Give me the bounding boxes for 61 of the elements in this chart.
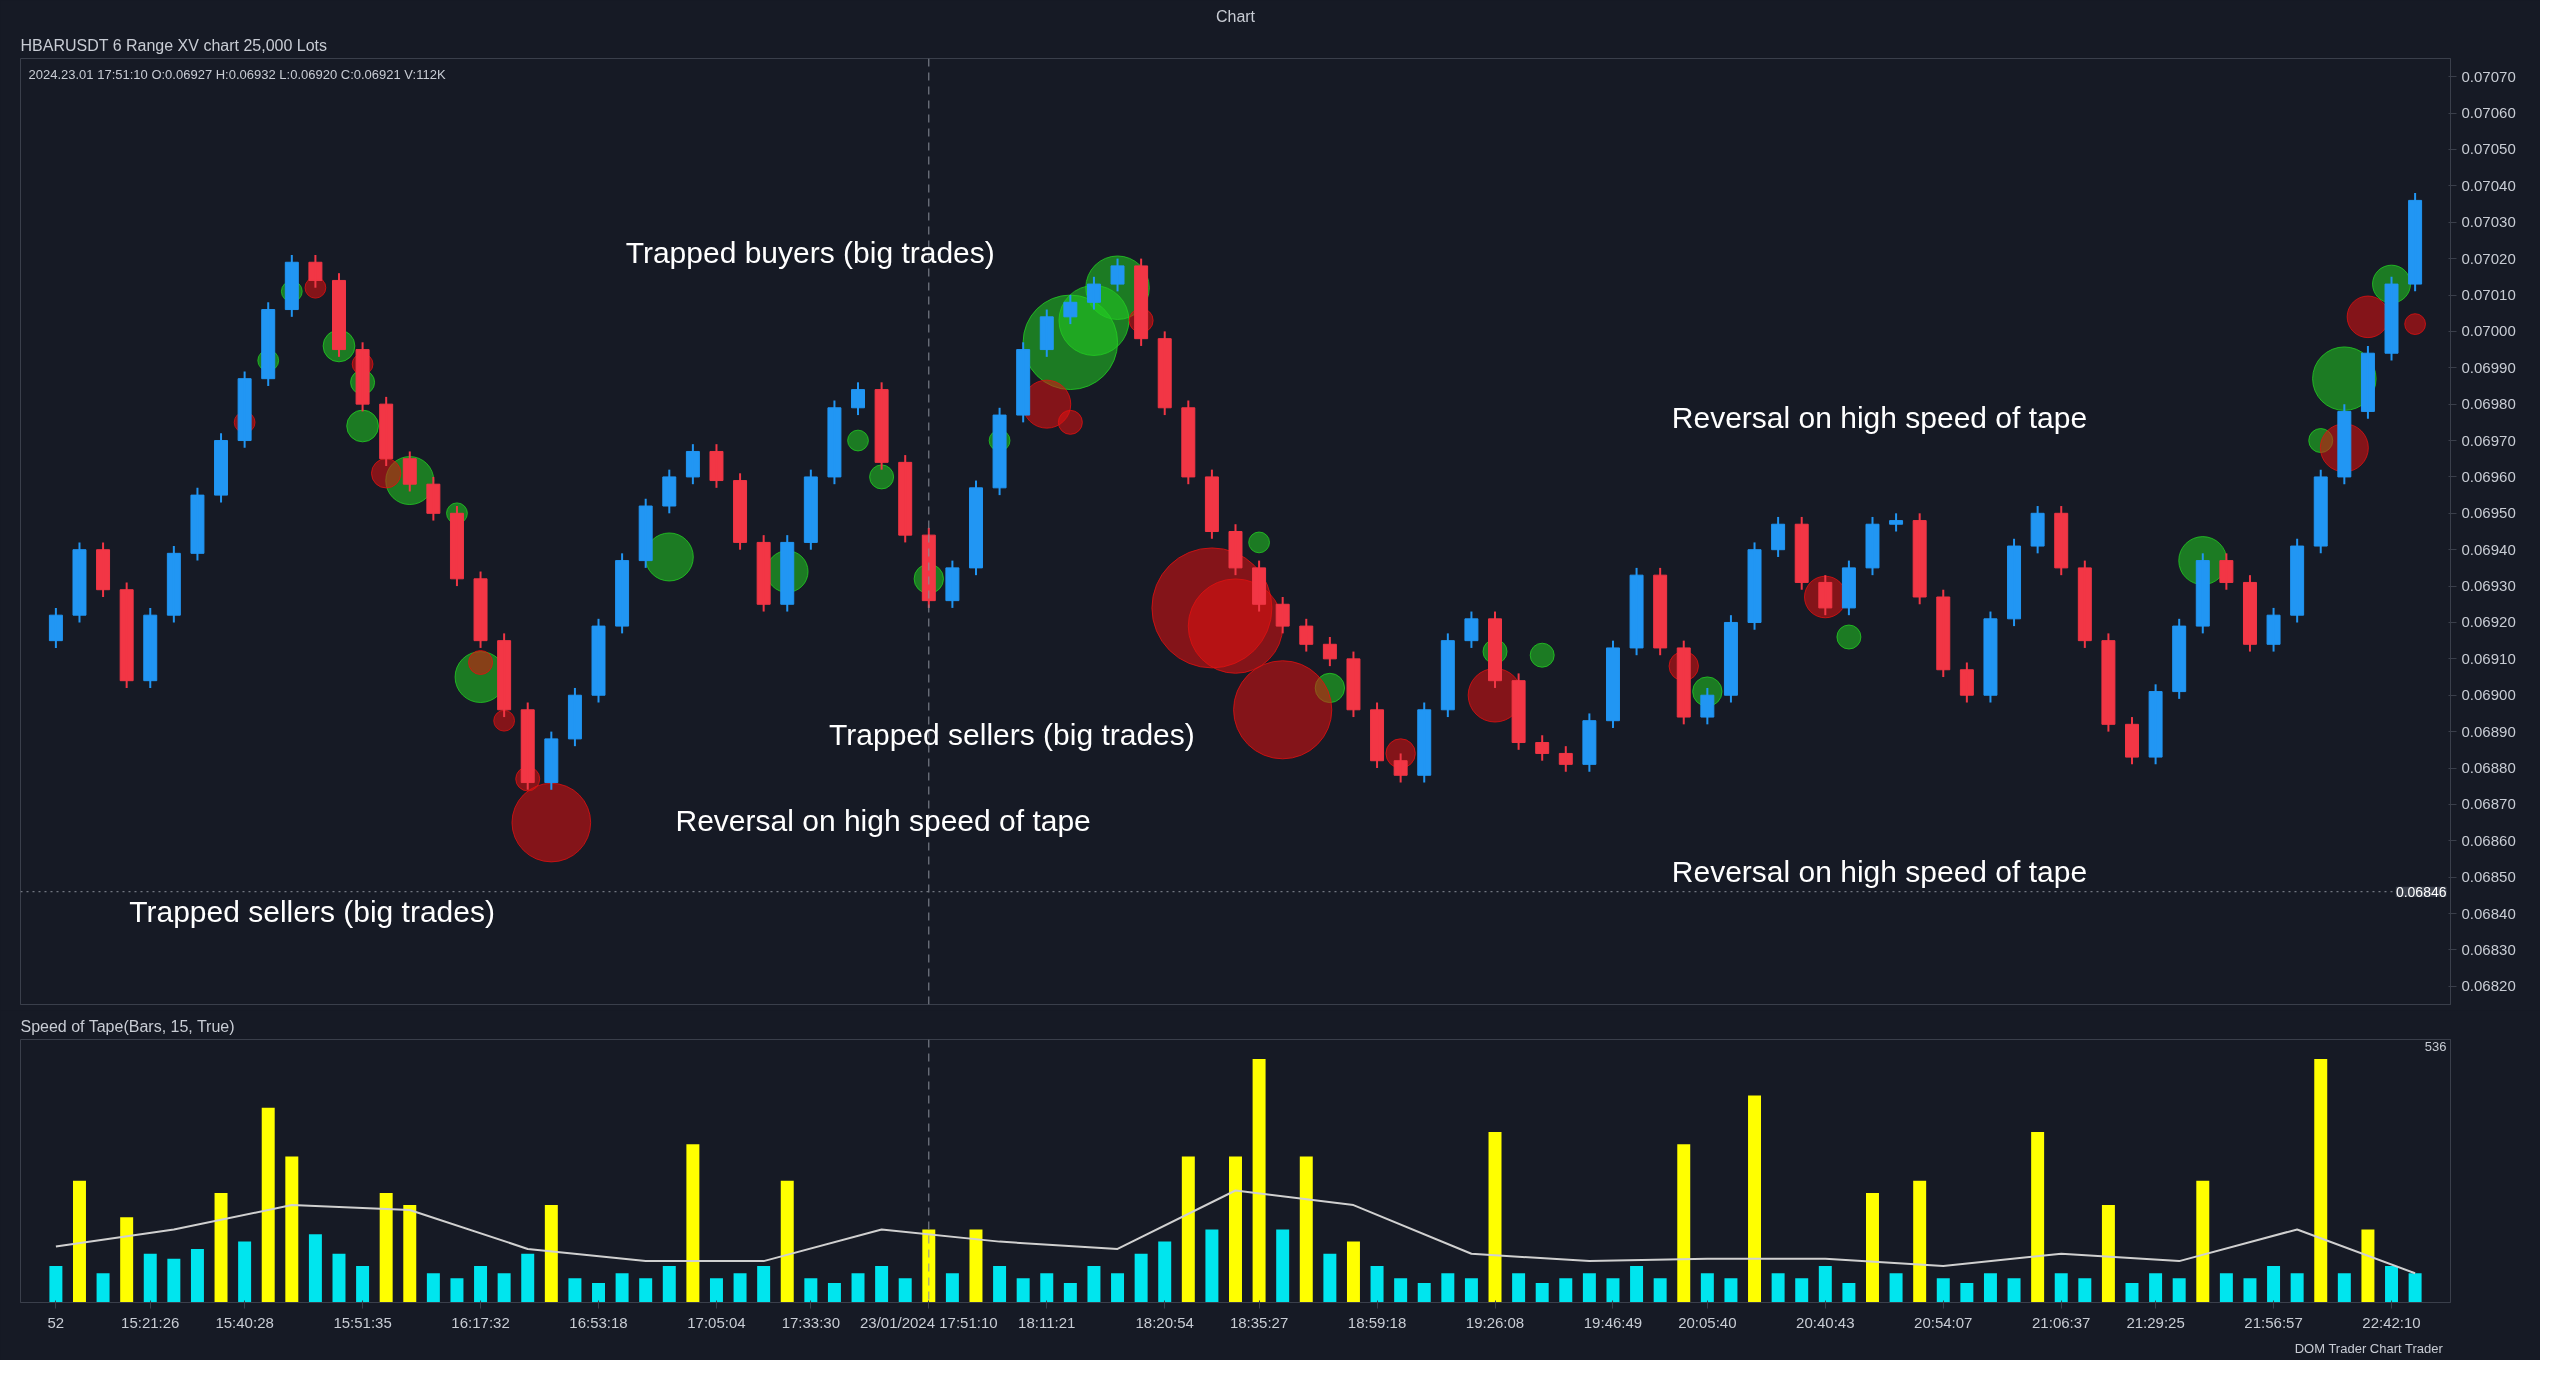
y-tick-label: 0.06910: [2461, 649, 2516, 667]
x-tick-label: 16:17:32: [451, 1313, 510, 1331]
x-tick-label: 20:40:43: [1796, 1313, 1855, 1331]
x-tick-label: 52: [47, 1313, 65, 1331]
y-tick-label: 0.06960: [2461, 467, 2516, 485]
chart-title: Speed of Tape(Bars, 15, True): [20, 1017, 235, 1035]
x-tick-label: 15:40:28: [215, 1313, 274, 1331]
x-tick-label: 18:20:54: [1135, 1313, 1194, 1331]
x-tick-label: 16:53:18: [569, 1313, 628, 1331]
x-tick-label: 17:05:04: [687, 1313, 746, 1331]
x-tick-label: 23/01/2024 17:51:10: [859, 1313, 998, 1331]
y-tick-label: 0.06950: [2461, 504, 2516, 522]
y-tick-label: 0.06830: [2461, 940, 2516, 958]
x-tick-label: 21:56:57: [2244, 1313, 2303, 1331]
annotation: Trapped sellers (big trades): [129, 895, 495, 929]
text: DOM Trader Chart Trader: [2294, 1340, 2444, 1356]
ref-line-label: 0.06846: [2395, 883, 2447, 900]
y-tick-label: 0.06900: [2461, 686, 2516, 704]
annotation: 2024.23.01 17:51:10 O:0.06927 H:0.06932 L:0.06920 C:0.06921 V:112K: [28, 66, 446, 82]
y-tick-label: 0.07050: [2461, 140, 2516, 158]
y-tick-label: 0.06850: [2461, 868, 2516, 886]
y-tick-label: 0.06990: [2461, 358, 2516, 376]
y-tick-label: 0.06980: [2461, 395, 2516, 413]
x-tick-label: 19:46:49: [1583, 1313, 1643, 1331]
y-tick-label: 0.07000: [2461, 322, 2516, 340]
x-tick-label: 18:11:21: [1018, 1313, 1076, 1331]
y-tick-label: 0.07060: [2461, 104, 2516, 122]
y-tick-label: 0.06930: [2461, 577, 2516, 595]
y-tick-label: 0.06820: [2461, 977, 2516, 995]
x-tick-label: 15:21:26: [121, 1313, 180, 1331]
chart-subtitle: HBARUSDT 6 Range XV chart 25,000 Lots: [20, 36, 328, 54]
text: 536: [2424, 1038, 2447, 1054]
y-tick-label: 0.06940: [2461, 540, 2516, 558]
y-tick-label: 0.06970: [2461, 431, 2516, 449]
x-tick-label: 20:54:07: [1914, 1313, 1973, 1331]
x-tick-label: 20:05:40: [1678, 1313, 1737, 1331]
x-tick-label: 21:06:37: [2032, 1313, 2091, 1331]
y-tick-label: 0.07030: [2461, 213, 2516, 231]
annotation: Reversal on high speed of tape: [1671, 400, 2088, 434]
x-tick-label: 21:29:25: [2126, 1313, 2185, 1331]
y-tick-label: 0.06880: [2461, 759, 2516, 776]
y-tick-label: 0.07070: [2461, 67, 2516, 85]
y-tick-label: 0.07040: [2461, 176, 2516, 194]
y-tick-label: 0.06890: [2461, 722, 2516, 740]
annotation: Reversal on high speed of tape: [675, 803, 1091, 837]
y-tick-label: 0.06870: [2461, 795, 2516, 813]
y-tick-label: 0.07010: [2461, 286, 2516, 303]
y-tick-label: 0.06920: [2461, 613, 2516, 631]
y-tick-label: 0.06840: [2461, 904, 2516, 922]
annotation: Trapped sellers (big trades): [829, 718, 1195, 752]
y-tick-label: 0.07020: [2461, 249, 2516, 267]
x-tick-label: 19:26:08: [1465, 1313, 1525, 1331]
x-tick-label: 18:35:27: [1229, 1313, 1289, 1331]
x-tick-label: 17:33:30: [781, 1313, 841, 1331]
x-tick-label: 18:59:18: [1347, 1313, 1407, 1331]
annotation: Reversal on high speed of tape: [1671, 854, 2088, 888]
annotation: Trapped buyers (big trades): [625, 235, 995, 269]
y-tick-label: 0.06860: [2461, 831, 2516, 849]
chart-title: Chart: [1215, 7, 1256, 25]
x-tick-label: 22:42:10: [2362, 1313, 2421, 1331]
x-tick-label: 15:51:35: [333, 1313, 392, 1331]
